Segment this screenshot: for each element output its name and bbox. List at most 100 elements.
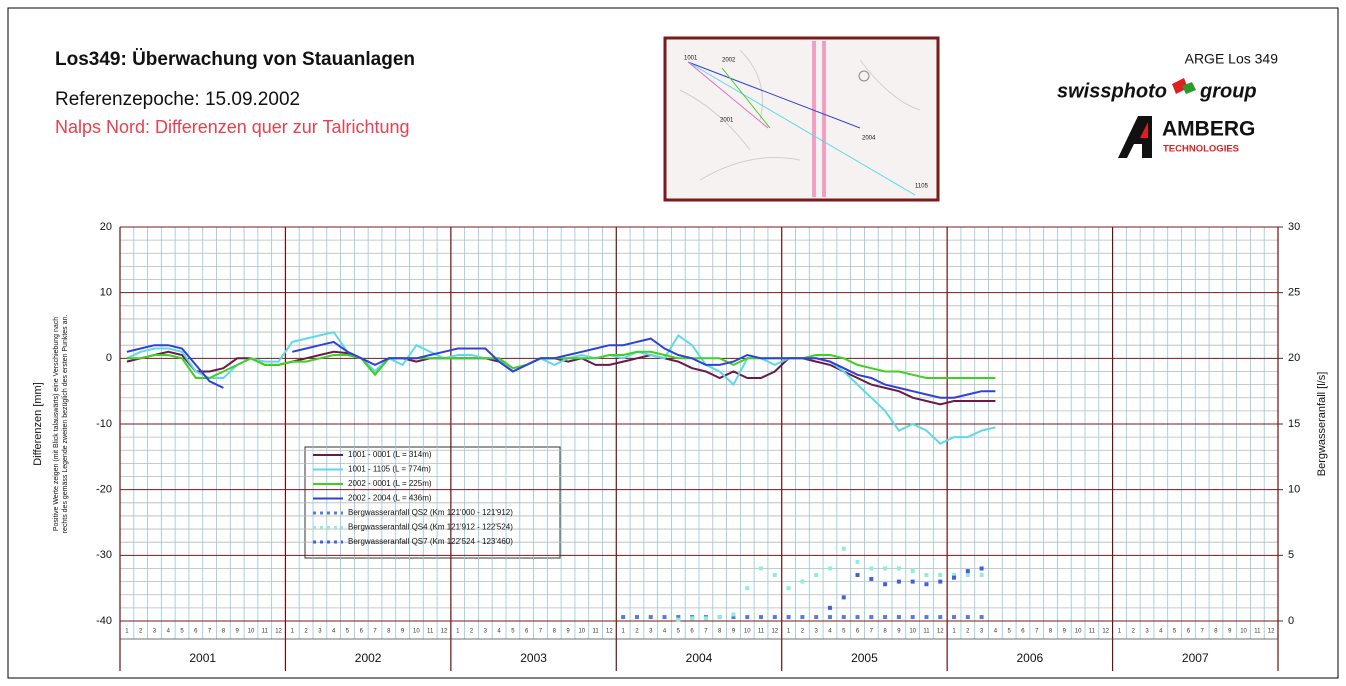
legend-label: 1001 - 1105 (L = 774m) xyxy=(348,465,431,474)
x-tick-label: 2 xyxy=(635,629,639,635)
data-point xyxy=(979,573,984,578)
legend-label: 2002 - 2004 (L = 436m) xyxy=(348,494,432,503)
data-point xyxy=(800,579,805,584)
year-label: 2004 xyxy=(686,651,713,665)
x-tick-label: 9 xyxy=(236,629,240,635)
data-point xyxy=(814,615,819,620)
x-tick-label: 7 xyxy=(1035,629,1039,635)
x-tick-label: 12 xyxy=(1102,629,1109,635)
data-point xyxy=(772,573,777,578)
y-tick-label: 20 xyxy=(100,221,112,233)
data-point xyxy=(855,615,860,620)
data-point xyxy=(910,615,915,620)
data-point xyxy=(869,566,874,571)
y-tick-label: 0 xyxy=(106,352,112,364)
data-point xyxy=(772,615,777,620)
data-point xyxy=(703,616,708,621)
x-tick-label: 3 xyxy=(815,629,819,635)
data-point xyxy=(648,615,653,620)
x-tick-label: 8 xyxy=(1214,629,1218,635)
data-point xyxy=(924,573,929,578)
x-tick-label: 3 xyxy=(318,629,322,635)
x-tick-label: 3 xyxy=(980,629,984,635)
x-tick-label: 5 xyxy=(346,629,350,635)
y2-tick-label: 10 xyxy=(1288,484,1300,496)
x-tick-label: 2 xyxy=(966,629,970,635)
y2-tick-label: 30 xyxy=(1288,221,1300,233)
x-tick-label: 2 xyxy=(304,629,308,635)
frame xyxy=(7,7,1339,679)
y-tick-label: -20 xyxy=(96,484,112,496)
x-tick-label: 6 xyxy=(360,629,364,635)
x-tick-label: 12 xyxy=(441,629,448,635)
inset-label: 2001 xyxy=(720,118,734,124)
subtitle: Nalps Nord: Differenzen quer zur Talrich… xyxy=(55,117,410,137)
data-point xyxy=(634,615,639,620)
inset-label: 2002 xyxy=(722,58,736,64)
year-label: 2002 xyxy=(355,651,382,665)
x-tick-label: 11 xyxy=(923,629,930,635)
inset-label: 1105 xyxy=(915,184,929,190)
data-point xyxy=(952,615,957,620)
legend-label: Bergwasseranfall QS2 (Km 121'000 - 121'9… xyxy=(348,508,513,517)
series-line xyxy=(126,337,996,399)
y-axis-note: rechts des gemäss Legende zweiten bezügl… xyxy=(62,315,69,534)
data-point xyxy=(827,605,832,610)
data-point xyxy=(938,615,943,620)
x-tick-label: 4 xyxy=(497,629,501,635)
y2-tick-label: 20 xyxy=(1288,352,1300,364)
x-tick-label: 1 xyxy=(952,629,956,635)
x-tick-label: 12 xyxy=(606,629,613,635)
inset-label: 1001 xyxy=(684,56,698,62)
x-tick-label: 8 xyxy=(387,629,391,635)
legend-label: Bergwasseranfall QS7 (Km 122'524 - 123'4… xyxy=(348,537,513,546)
data-point xyxy=(896,615,901,620)
data-point xyxy=(952,573,957,578)
legend-label: Bergwasseranfall QS4 (Km 121'912 - 122'5… xyxy=(348,523,513,532)
y-tick-label: -30 xyxy=(96,549,112,561)
x-tick-label: 1 xyxy=(291,629,295,635)
x-tick-label: 10 xyxy=(578,629,585,635)
data-point xyxy=(731,615,736,620)
y-tick-label: -10 xyxy=(96,418,112,430)
data-point xyxy=(676,617,681,622)
data-point xyxy=(841,595,846,600)
x-tick-label: 2 xyxy=(139,629,143,635)
x-tick-label: 10 xyxy=(744,629,751,635)
data-point xyxy=(855,573,860,578)
data-point xyxy=(965,615,970,620)
x-tick-label: 12 xyxy=(937,629,944,635)
x-tick-label: 10 xyxy=(413,629,420,635)
y2-tick-label: 25 xyxy=(1288,287,1300,299)
data-point xyxy=(827,615,832,620)
y2-tick-label: 15 xyxy=(1288,418,1300,430)
x-tick-label: 12 xyxy=(275,629,282,635)
x-tick-label: 6 xyxy=(1187,629,1191,635)
data-point xyxy=(938,579,943,584)
x-tick-label: 6 xyxy=(194,629,198,635)
year-label: 2006 xyxy=(1017,651,1044,665)
y-axis-label: Differenzen [mm] xyxy=(32,382,44,466)
x-tick-label: 2 xyxy=(470,629,474,635)
x-tick-label: 4 xyxy=(663,629,667,635)
data-point xyxy=(938,573,943,578)
data-point xyxy=(827,566,832,571)
data-point xyxy=(841,546,846,551)
logo-text: group xyxy=(1199,80,1257,102)
data-point xyxy=(786,615,791,620)
x-tick-label: 9 xyxy=(401,629,405,635)
x-tick-label: 6 xyxy=(690,629,694,635)
x-tick-label: 12 xyxy=(1268,629,1275,635)
logo-text: AMBERG xyxy=(1162,118,1255,141)
data-point xyxy=(717,615,722,620)
organisation: ARGE Los 349 xyxy=(1185,51,1279,67)
x-tick-label: 9 xyxy=(1228,629,1232,635)
x-tick-label: 1 xyxy=(125,629,129,635)
data-point xyxy=(621,615,626,620)
x-tick-label: 7 xyxy=(1201,629,1205,635)
x-tick-label: 8 xyxy=(553,629,557,635)
data-point xyxy=(952,575,957,580)
y-tick-label: -40 xyxy=(96,615,112,627)
y-axis-note: Positive Werte zeigen (mit Blick talausw… xyxy=(53,317,60,531)
